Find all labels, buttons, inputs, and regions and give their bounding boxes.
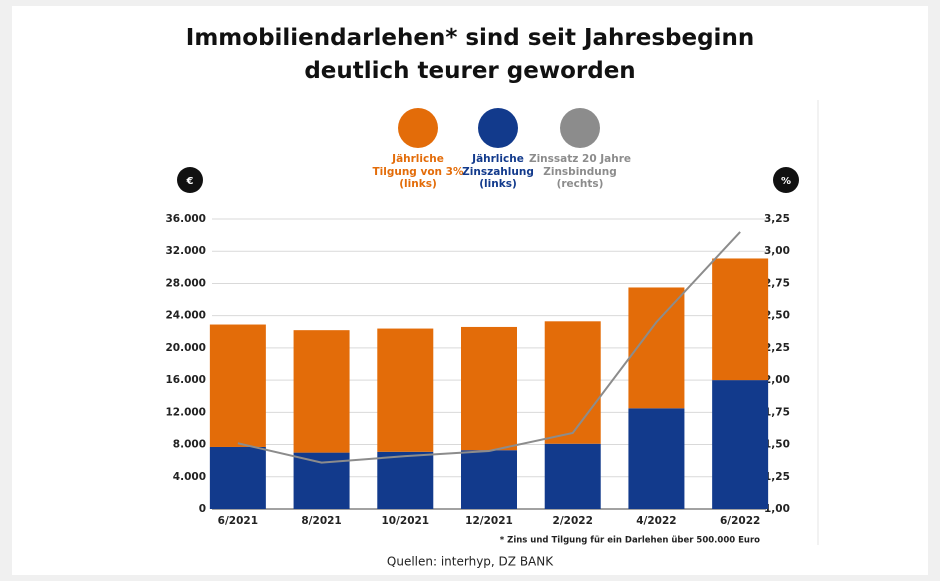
bar bbox=[293, 330, 350, 453]
y2-tick-label: 2,75 bbox=[764, 277, 790, 289]
y-tick-label: 36.000 bbox=[165, 213, 206, 225]
y-tick-label: 16.000 bbox=[165, 374, 206, 386]
y2-tick-label: 1,50 bbox=[764, 439, 790, 451]
y2-badge bbox=[773, 167, 799, 193]
y-tick-label: 28.000 bbox=[165, 277, 206, 289]
line bbox=[237, 231, 741, 464]
x-tick-label: 10/2021 bbox=[381, 515, 429, 527]
x-tick-label: 6/2022 bbox=[720, 515, 760, 527]
legend-label: Jährliche Tilgung von 3% (links) bbox=[372, 153, 464, 190]
y2-tick-label: 1,75 bbox=[764, 406, 790, 418]
source: Quellen: interhyp, DZ BANK bbox=[387, 555, 554, 569]
x-tick-label: 6/2021 bbox=[218, 515, 258, 527]
y-tick-label: 24.000 bbox=[165, 310, 206, 322]
bar bbox=[712, 380, 769, 509]
y2-tick-label: 2,00 bbox=[764, 374, 790, 386]
y-tick-label: 0 bbox=[199, 503, 206, 515]
y-tick-label: 12.000 bbox=[165, 406, 206, 418]
bar bbox=[209, 446, 266, 509]
y2-tick-label: 1,00 bbox=[764, 503, 790, 515]
y2-badge-label: % bbox=[781, 176, 791, 187]
y-badge-label: € bbox=[186, 176, 194, 187]
x-tick-label: 8/2021 bbox=[301, 515, 341, 527]
bar bbox=[712, 258, 769, 381]
bar bbox=[209, 324, 266, 447]
chart-title: Immobiliendarlehen* sind seit Jahresbegi… bbox=[185, 25, 755, 84]
y2-tick-label: 3,25 bbox=[764, 213, 790, 225]
y-badge bbox=[177, 167, 203, 193]
legend-label: Zinssatz 20 Jahre Zinsbindung (rechts) bbox=[528, 153, 632, 190]
y-tick-label: 4.000 bbox=[173, 471, 206, 483]
bar bbox=[377, 328, 434, 452]
legend-swatch bbox=[398, 108, 438, 148]
y2-tick-label: 2,25 bbox=[764, 342, 790, 354]
legend-swatch bbox=[560, 108, 600, 148]
x-tick-label: 4/2022 bbox=[636, 515, 676, 527]
bar bbox=[461, 450, 517, 509]
x-tick-label: 12/2021 bbox=[465, 515, 513, 527]
y2-tick-label: 1,25 bbox=[764, 471, 790, 483]
y-tick-label: 20.000 bbox=[165, 342, 206, 354]
footnote: * Zins und Tilgung für ein Darlehen über… bbox=[500, 536, 760, 546]
x-tick-label: 2/2022 bbox=[553, 515, 593, 527]
legend-label: Jährliche Zinszahlung (links) bbox=[462, 153, 534, 190]
bar bbox=[461, 326, 517, 451]
y-tick-label: 8.000 bbox=[173, 439, 206, 451]
bar bbox=[628, 408, 685, 509]
legend-swatch bbox=[478, 108, 518, 148]
bar bbox=[377, 451, 434, 509]
y2-tick-label: 2,50 bbox=[764, 310, 790, 322]
bar bbox=[544, 321, 601, 444]
bar bbox=[544, 443, 601, 509]
y2-tick-label: 3,00 bbox=[764, 245, 790, 257]
y-tick-label: 32.000 bbox=[165, 245, 206, 257]
